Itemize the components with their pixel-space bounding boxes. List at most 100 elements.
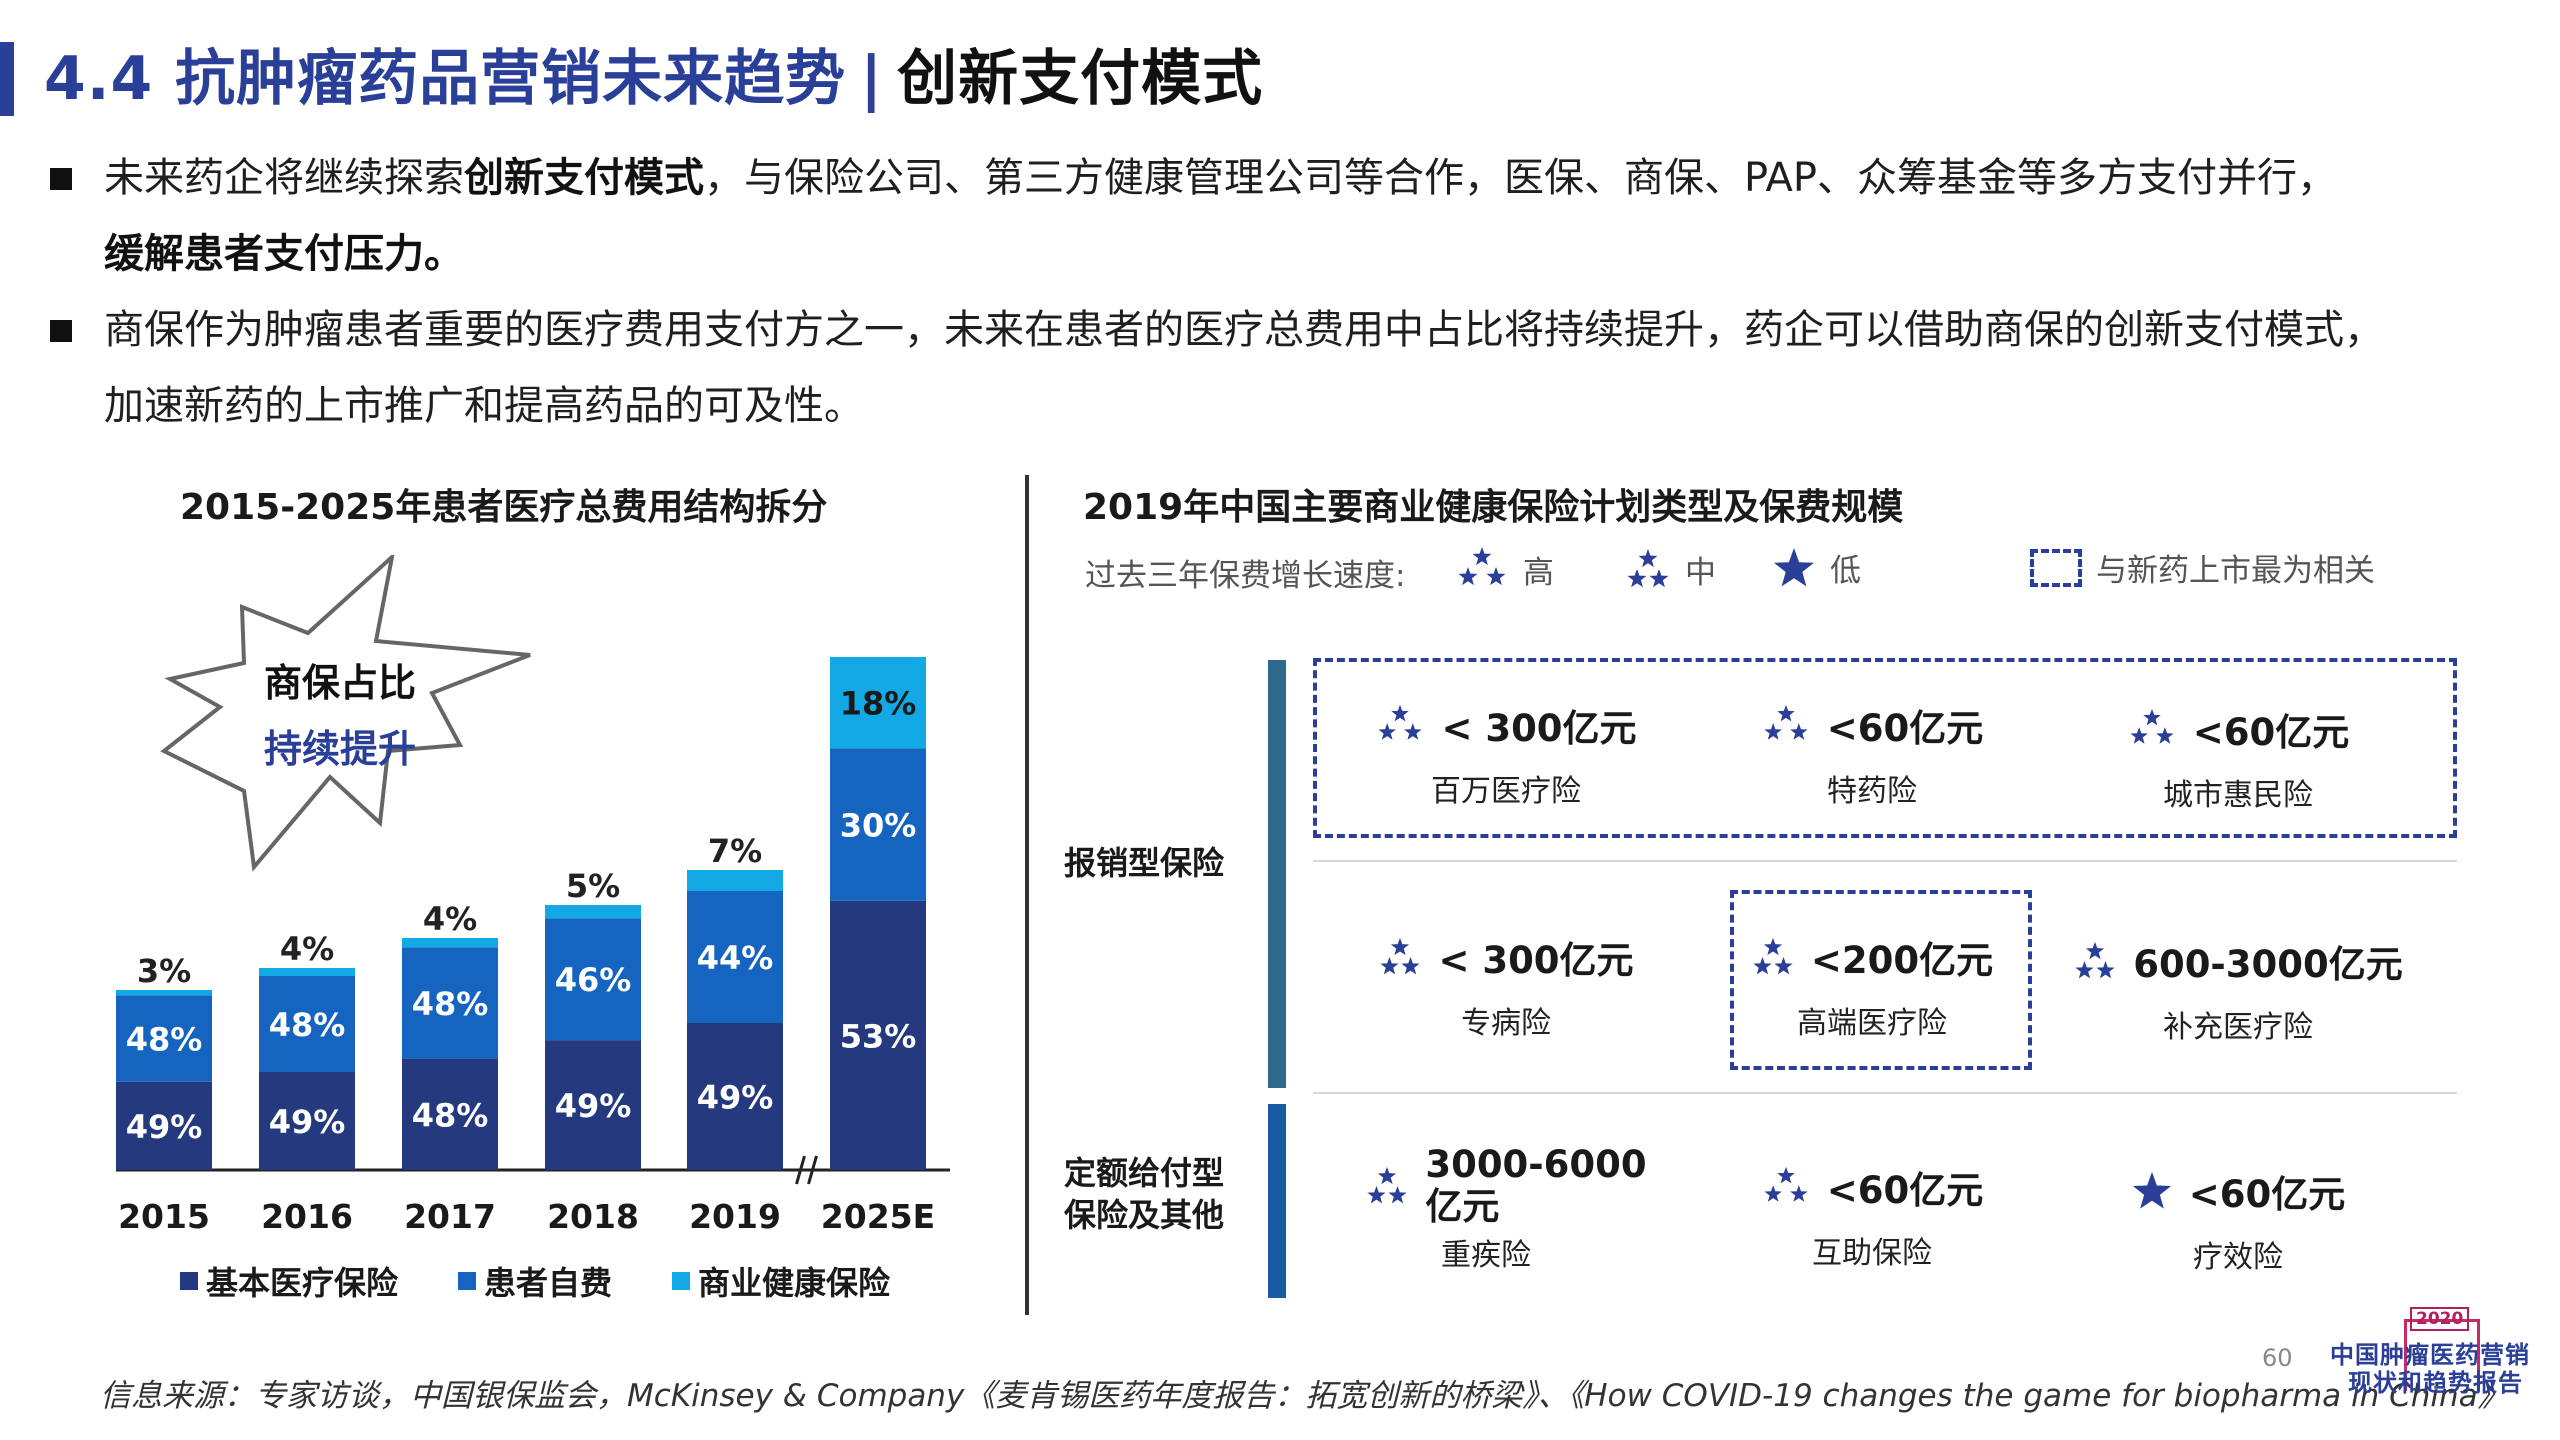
bullet-square-icon (50, 168, 72, 190)
speed-mid-label: 中 (1685, 554, 1716, 591)
bullet-text: ，与保险公司、第三方健康管理公司等合作，医保、商保、PAP、众筹基金等多方支付并… (704, 155, 2338, 201)
legend-label: 商业健康保险 (698, 1264, 891, 1302)
bar-segment (830, 657, 926, 749)
legend-label: 患者自费 (484, 1264, 613, 1302)
data-label: 49% (269, 1103, 346, 1141)
data-label: 48% (269, 1006, 346, 1044)
bar-segment (545, 918, 641, 1041)
bar-segment (545, 1040, 641, 1170)
speed-mid-legend: 中 (1625, 545, 1716, 593)
plan-value-text: <60亿元 (1826, 707, 1984, 750)
callout-line-2: 持续提升 (263, 727, 416, 771)
three-stars-icon (1378, 704, 1422, 740)
axis-break-mark (807, 1155, 818, 1185)
category-tick-label: 2018 (547, 1197, 639, 1236)
plan-value: 600-3000亿元 (2068, 934, 2408, 988)
plan-name: 高端医疗险 (1797, 1006, 1947, 1041)
report-logo: 2020 中国肿瘤医药营销 现状和趋势报告 (2330, 1305, 2550, 1397)
row-separator (1313, 860, 2457, 862)
three-stars-icon (1764, 1166, 1808, 1202)
dashed-box-icon (2030, 548, 2082, 587)
page-number: 60 (2262, 1344, 2293, 1372)
plan-value-text: 3000-6000 (1425, 1143, 1647, 1186)
plan-value-text: 600-3000亿元 (2133, 943, 2403, 986)
category-bar-fixed-payment (1268, 1104, 1286, 1298)
speed-high-legend: 高 (1455, 545, 1554, 593)
bar-segment (687, 870, 783, 891)
data-label: 48% (412, 985, 489, 1023)
category-label-reimbursement: 报销型保险 (1064, 844, 1225, 882)
three-stars-icon (2130, 708, 2174, 744)
plan-name: 专病险 (1461, 1006, 1551, 1041)
data-label: 7% (708, 832, 762, 870)
plan-value: <60亿元 (2068, 1164, 2408, 1218)
plan-name: 重疾险 (1441, 1238, 1531, 1273)
highlight-box-row-1 (1313, 658, 2457, 838)
plan-value: <200亿元 (1702, 930, 2042, 984)
one-star-icon (2132, 1171, 2171, 1209)
plan-card: 3000-6000 亿元 重疾险 (1336, 1144, 1676, 1274)
data-label: 48% (126, 1021, 203, 1059)
data-label: 18% (840, 685, 917, 723)
bar-segment (402, 1058, 498, 1170)
bullet-list: 未来药企将继续探索创新支付模式，与保险公司、第三方健康管理公司等合作，医保、商保… (44, 140, 2524, 444)
plan-value-text: 亿元 (1425, 1185, 1500, 1228)
bar-segment (402, 938, 498, 948)
plan-value-text: <60亿元 (2188, 1173, 2346, 1216)
category-label-line: 定额给付型 (1064, 1154, 1225, 1192)
bar-segment (259, 976, 355, 1072)
legend-swatch-navy (180, 1272, 198, 1290)
plan-value: <60亿元 (1702, 698, 2042, 752)
logo-line-2: 现状和趋势报告 (2348, 1369, 2523, 1397)
plan-value-text: < 300亿元 (1438, 939, 1634, 982)
source-note: 信息来源：专家访谈，中国银保监会，McKinsey & Company《麦肯锡医… (100, 1378, 2509, 1414)
plan-card: 600-3000亿元 补充医疗险 (2068, 934, 2408, 1046)
related-legend: 与新药上市最为相关 (2030, 545, 2375, 590)
bar-segment (116, 990, 212, 996)
plan-value: <60亿元 (2068, 702, 2408, 756)
plan-value: < 300亿元 (1336, 698, 1676, 752)
stacked-bar-chart: 49% 48% 3% 2015 49% 48% 4% 2016 48% 48% 4% 2017 49% 4… (116, 657, 950, 1236)
category-tick-label: 2016 (261, 1197, 353, 1236)
two-stars-icon (2075, 941, 2115, 979)
row-separator (1313, 1092, 2457, 1094)
plan-name: 百万医疗险 (1431, 774, 1581, 809)
bullet-bold-text: 缓解患者支付压力。 (104, 231, 464, 277)
plan-card: <60亿元 疗效险 (2068, 1164, 2408, 1276)
data-label: 53% (840, 1017, 917, 1055)
highlight-box-high-end (1730, 890, 2032, 1070)
speed-low-label: 低 (1830, 553, 1861, 589)
bullet-text: 加速新药的上市推广和提高药品的可及性。 (104, 383, 864, 429)
speed-legend-label: 过去三年保费增长速度: (1085, 558, 1406, 594)
two-stars-icon (1753, 937, 1793, 975)
bar-segment (545, 905, 641, 919)
plan-name: 疗效险 (2193, 1240, 2283, 1275)
plan-name: 城市惠民险 (2163, 778, 2313, 813)
title-separator: | (860, 44, 884, 114)
bar-segment (116, 1081, 212, 1170)
panel-divider (1025, 475, 1029, 1315)
data-label: 4% (423, 900, 477, 938)
plan-name: 特药险 (1827, 774, 1917, 809)
bullet-text: 未来药企将继续探索 (104, 155, 464, 201)
axis-break-mark (795, 1155, 806, 1185)
two-stars-icon (1627, 549, 1669, 588)
three-stars-icon (1764, 704, 1808, 740)
bar-segment (830, 900, 926, 1170)
bullet-text: 商保作为肿瘤患者重要的医疗费用支付方之一，未来在患者的医疗总费用中占比将持续提升… (104, 307, 2384, 353)
bullet-item: 商保作为肿瘤患者重要的医疗费用支付方之一，未来在患者的医疗总费用中占比将持续提升… (44, 292, 2524, 444)
logo-year: 2020 (2410, 1307, 2470, 1331)
plan-card: <60亿元 特药险 (1702, 698, 2042, 810)
callout-line-1: 商保占比 (263, 661, 416, 705)
chart-legend: 基本医疗保险 患者自费 商业健康保险 (180, 1258, 890, 1304)
bar-segment (259, 1072, 355, 1170)
category-tick-label: 2017 (404, 1197, 496, 1236)
callout-text: 商保占比 持续提升 (230, 650, 450, 782)
plan-card: < 300亿元 专病险 (1336, 930, 1676, 1042)
title-sub: 创新支付模式 (897, 44, 1264, 114)
starburst-callout-shape (160, 555, 531, 872)
data-label: 44% (697, 939, 774, 977)
two-stars-icon (1367, 1166, 1407, 1204)
plan-value: 3000-6000 亿元 (1336, 1144, 1676, 1228)
legend-label: 基本医疗保险 (206, 1264, 399, 1302)
